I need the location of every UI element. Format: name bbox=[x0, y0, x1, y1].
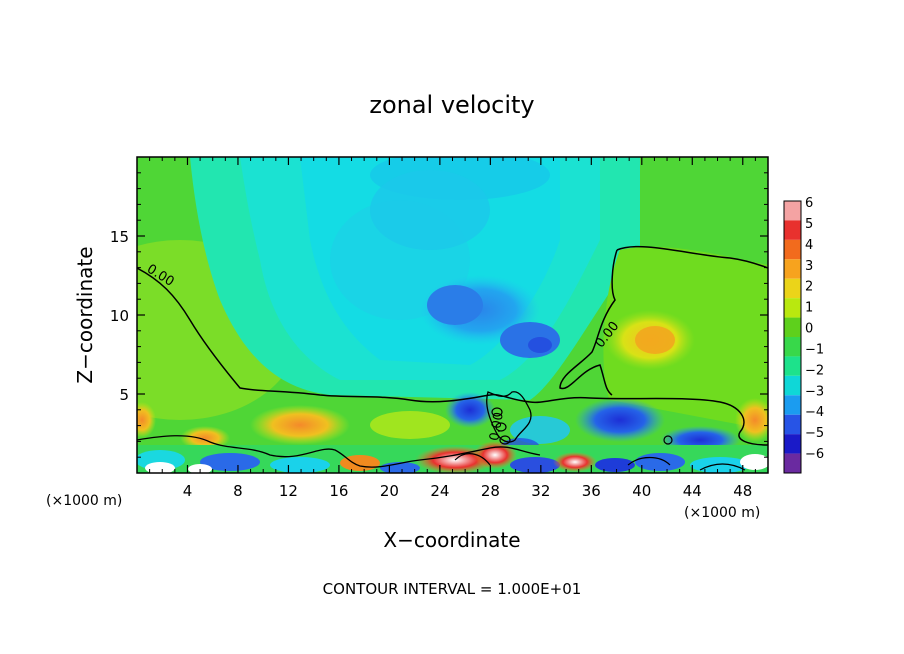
contour-interval-note: CONTOUR INTERVAL = 1.000E+01 bbox=[323, 580, 582, 598]
x-tick-label: 8 bbox=[233, 482, 243, 500]
x-tick-label: 28 bbox=[481, 482, 500, 500]
colorbar-swatch bbox=[784, 220, 801, 240]
colorbar-label: 1 bbox=[805, 301, 813, 316]
colorbar-label: 5 bbox=[805, 217, 813, 232]
x-axis-unit-left: (×1000 m) bbox=[46, 493, 122, 509]
x-tick-label: 24 bbox=[430, 482, 449, 500]
x-tick-label: 20 bbox=[380, 482, 399, 500]
colorbar-swatch bbox=[784, 414, 801, 435]
y-tick-label: 5 bbox=[119, 386, 129, 404]
colorbar-label: 3 bbox=[805, 259, 813, 274]
colorbar-swatch bbox=[784, 259, 801, 279]
colorbar-label: −3 bbox=[805, 384, 824, 399]
colorbar-frame bbox=[783, 200, 802, 474]
colorbar-swatch bbox=[784, 201, 801, 221]
colorbar-swatch bbox=[784, 278, 801, 299]
x-tick-label: 12 bbox=[279, 482, 298, 500]
colorbar-swatch bbox=[784, 356, 801, 376]
colorbar-swatch bbox=[784, 453, 801, 473]
colorbar-label: −1 bbox=[805, 342, 824, 357]
colorbar-label: −4 bbox=[805, 405, 824, 420]
x-tick-label: 32 bbox=[531, 482, 550, 500]
colorbar-label: 6 bbox=[805, 196, 813, 211]
y-tick-label: 10 bbox=[110, 307, 129, 325]
colorbar-label: −6 bbox=[805, 447, 824, 462]
x-tick-label: 40 bbox=[632, 482, 651, 500]
x-tick-label: 16 bbox=[329, 482, 348, 500]
contour-label: 0.00 bbox=[487, 411, 507, 442]
colorbar-label: 0 bbox=[805, 322, 813, 337]
x-axis-ticks: 4 8 12 16 20 24 28 32 36 40 44 48 bbox=[149, 157, 756, 500]
colorbar-swatch bbox=[784, 375, 801, 396]
colorbar-label: −2 bbox=[805, 363, 824, 378]
x-tick-label: 4 bbox=[183, 482, 193, 500]
colorbar-label: 2 bbox=[805, 280, 813, 295]
colorbar-swatch bbox=[784, 317, 801, 337]
colorbar-swatch bbox=[784, 395, 801, 415]
colorbar: 6 5 4 3 2 1 0 −1 −2 −3 −4 −5 −6 bbox=[783, 196, 824, 474]
y-tick-label: 15 bbox=[110, 228, 129, 246]
x-tick-label: 48 bbox=[733, 482, 752, 500]
plot-area bbox=[137, 157, 768, 473]
colorbar-swatch bbox=[784, 239, 801, 260]
colorbar-label: −5 bbox=[805, 426, 824, 441]
chart-title: zonal velocity bbox=[369, 91, 534, 119]
x-axis-unit-right: (×1000 m) bbox=[684, 505, 760, 521]
y-axis-label: Z−coordinate bbox=[73, 246, 97, 383]
colorbar-swatch bbox=[784, 337, 801, 357]
x-tick-label: 36 bbox=[582, 482, 601, 500]
x-axis-label: X−coordinate bbox=[383, 528, 520, 552]
y-axis-ticks: 5 10 15 bbox=[110, 172, 768, 458]
colorbar-swatch bbox=[784, 298, 801, 318]
x-tick-label: 44 bbox=[683, 482, 702, 500]
colorbar-label: 4 bbox=[805, 238, 813, 253]
colorbar-swatch bbox=[784, 434, 801, 454]
